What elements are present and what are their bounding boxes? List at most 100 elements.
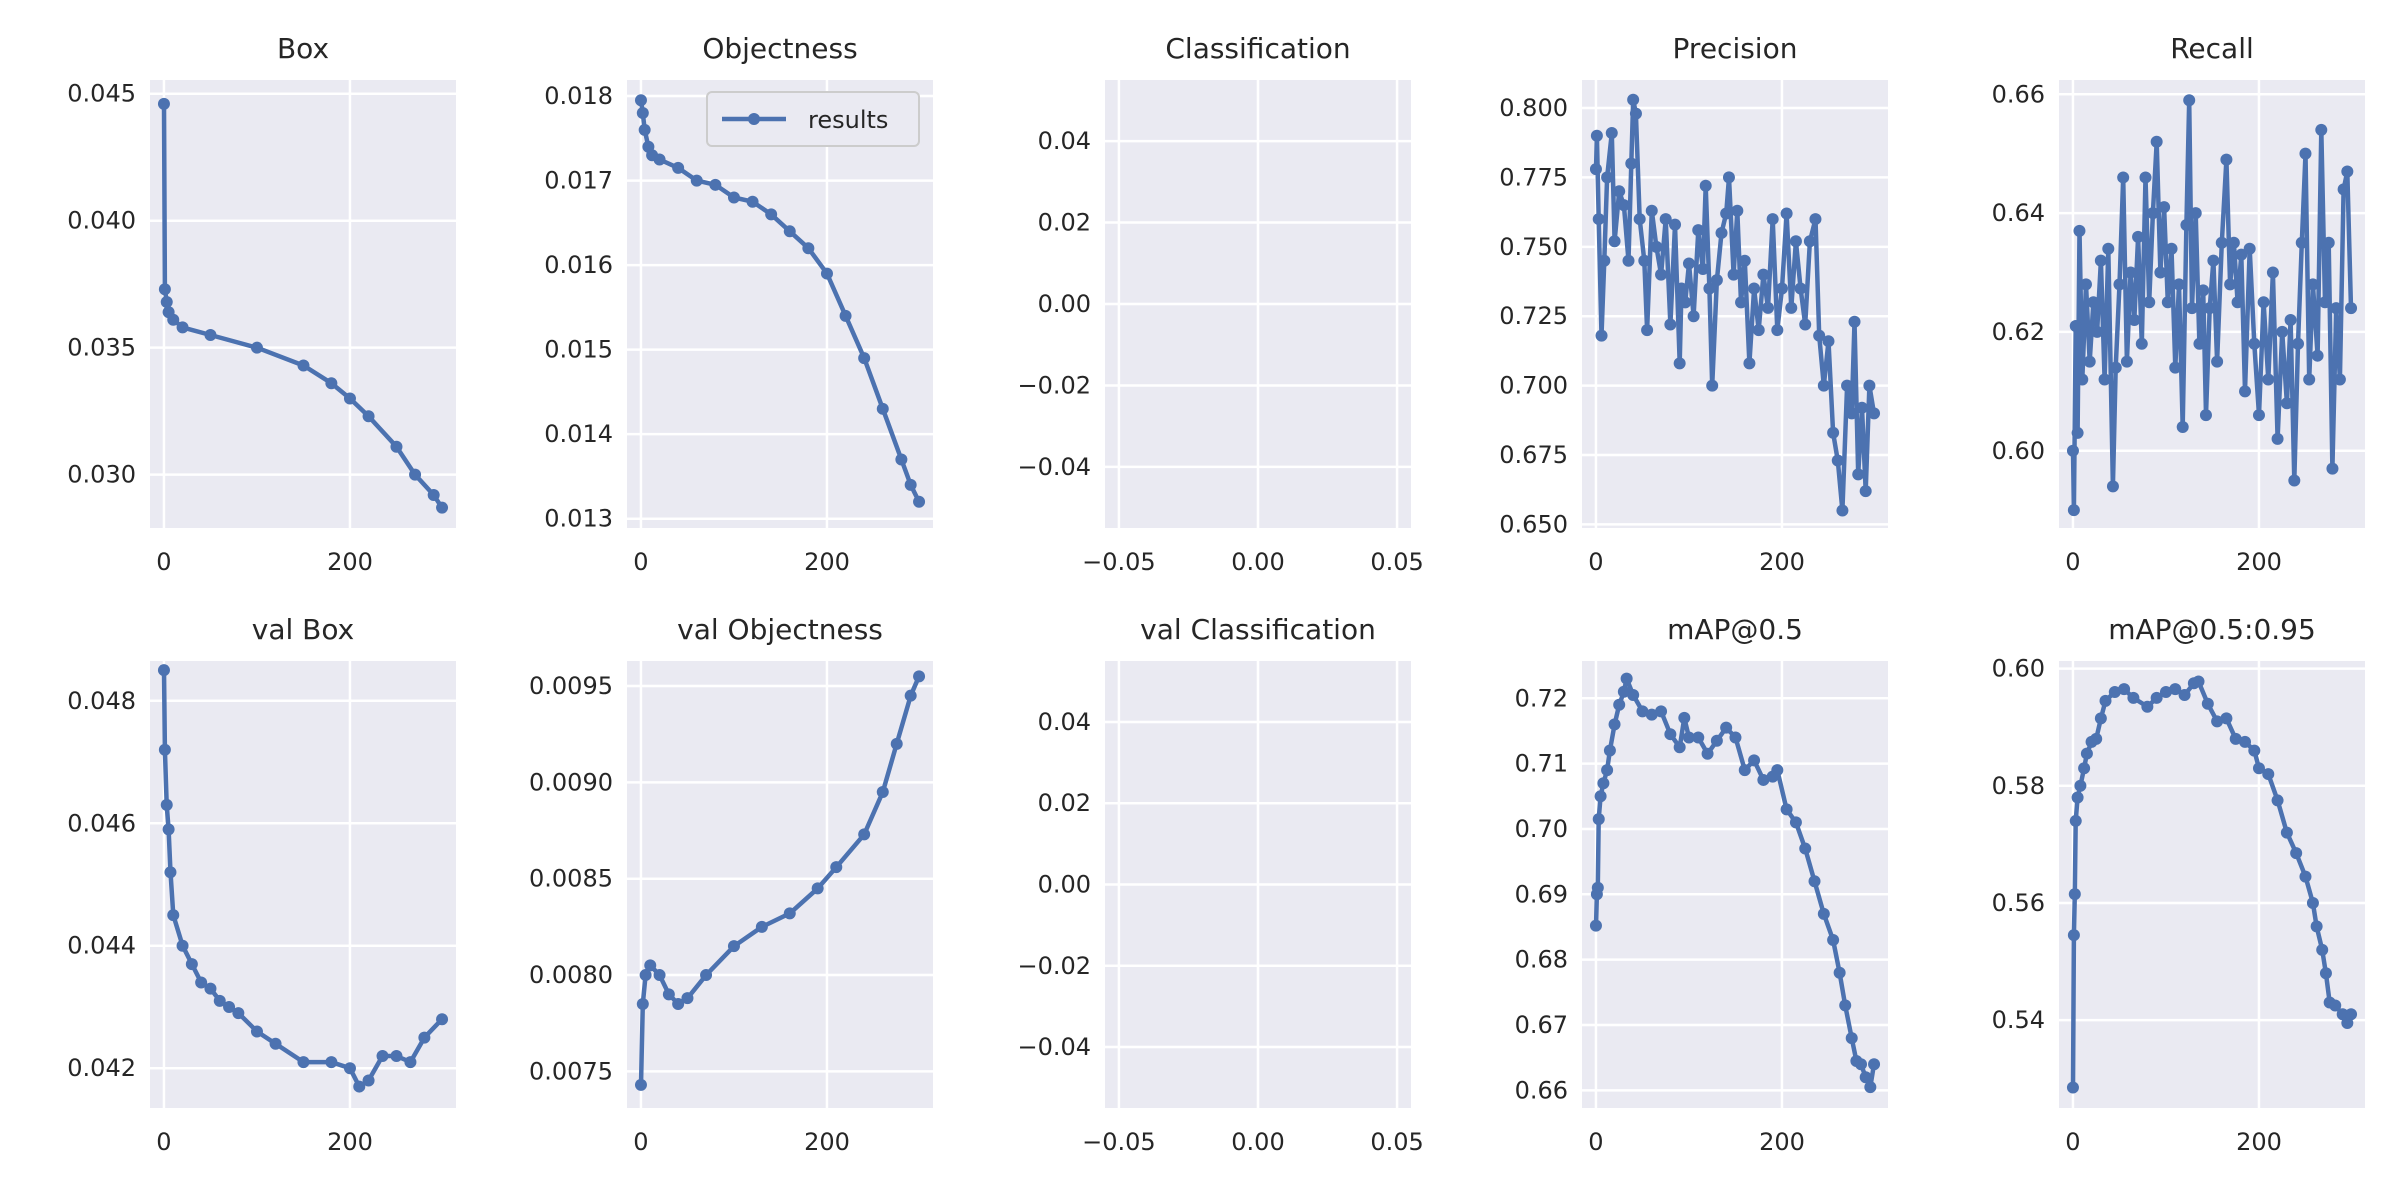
y-tick-label: −0.02 — [1017, 371, 1091, 399]
data-point — [1669, 218, 1682, 231]
data-point — [1831, 454, 1844, 467]
data-point — [1678, 711, 1691, 724]
data-point — [811, 882, 824, 895]
data-point — [2311, 349, 2324, 362]
data-point — [2315, 123, 2328, 136]
data-point — [2215, 236, 2228, 249]
data-point — [1852, 468, 1865, 481]
y-tick-label: 0.035 — [67, 334, 136, 362]
data-point — [1822, 335, 1835, 348]
data-point — [1613, 698, 1626, 711]
y-tick-label: 0.0080 — [529, 961, 613, 989]
data-point — [1633, 213, 1646, 226]
data-point — [160, 798, 173, 811]
data-point — [2266, 266, 2279, 279]
data-point — [2239, 385, 2252, 398]
data-point — [2211, 715, 2224, 728]
y-tick-label: 0.60 — [1992, 655, 2045, 683]
data-point — [2231, 296, 2244, 309]
x-tick-label: 0.00 — [1231, 1128, 1284, 1156]
data-point — [1735, 296, 1748, 309]
data-point — [1627, 688, 1640, 701]
panel-val-objectness: 0 200 0.0075 0.0080 0.0085 0.0090 0.0095 val Ob… — [529, 613, 933, 1156]
x-tick-label: −0.05 — [1082, 1128, 1156, 1156]
data-point — [157, 97, 170, 110]
data-point — [427, 488, 440, 501]
data-point — [700, 969, 713, 982]
data-point — [876, 786, 889, 799]
data-point — [2211, 355, 2224, 368]
data-point — [2326, 462, 2339, 475]
data-point — [2303, 373, 2316, 386]
data-point — [167, 313, 180, 326]
data-point — [1636, 705, 1649, 718]
data-point — [2299, 147, 2312, 160]
data-point — [2183, 94, 2196, 107]
data-point — [2118, 683, 2131, 696]
y-tick-label: 0.0095 — [529, 672, 613, 700]
y-tick-label: −0.04 — [1017, 453, 1091, 481]
data-point — [1863, 379, 1876, 392]
plot-area — [150, 661, 456, 1108]
data-point — [185, 958, 198, 971]
x-tick-label: 0.05 — [1370, 548, 1423, 576]
data-point — [662, 988, 675, 1001]
x-tick-label: 0 — [1588, 548, 1603, 576]
data-point — [653, 969, 666, 982]
x-tick-label: 200 — [1759, 1128, 1805, 1156]
data-point — [2271, 794, 2284, 807]
y-tick-label: 0.00 — [1038, 871, 1091, 899]
x-tick-label: 0.00 — [1231, 548, 1284, 576]
data-point — [195, 976, 208, 989]
data-point — [1848, 315, 1861, 328]
y-tick-label: 0.015 — [544, 336, 613, 364]
data-point — [653, 153, 666, 166]
data-point — [644, 959, 657, 972]
data-point — [830, 861, 843, 874]
data-point — [2076, 373, 2089, 386]
data-point — [2180, 218, 2193, 231]
data-point — [1625, 157, 1638, 170]
data-point — [164, 866, 177, 879]
data-point — [2074, 779, 2087, 792]
data-point — [1771, 324, 1784, 337]
data-point — [409, 468, 422, 481]
y-tick-label: 0.66 — [1992, 80, 2045, 108]
y-tick-label: 0.71 — [1515, 750, 1568, 778]
data-point — [1603, 744, 1616, 757]
data-point — [1589, 163, 1602, 176]
data-point — [1748, 754, 1761, 767]
data-point — [2262, 373, 2275, 386]
data-point — [1622, 254, 1635, 267]
data-point — [1592, 813, 1605, 826]
data-point — [1696, 263, 1709, 276]
data-point — [2276, 325, 2289, 338]
data-point — [1757, 268, 1770, 281]
data-point — [2227, 236, 2240, 249]
panel-precision: 0 200 0.650 0.675 0.700 0.725 0.750 0.775 0.800 P… — [1499, 32, 1888, 576]
y-tick-label: 0.0090 — [529, 768, 613, 796]
data-point — [746, 195, 759, 208]
data-point — [783, 225, 796, 238]
legend-label: results — [808, 106, 888, 134]
panel-box: 0 200 0.030 0.035 0.040 0.045 Box — [67, 32, 456, 576]
data-point — [1868, 1058, 1881, 1071]
data-point — [2262, 768, 2275, 781]
y-tick-label: 0.00 — [1038, 290, 1091, 318]
data-point — [176, 939, 189, 952]
data-point — [390, 1049, 403, 1062]
data-point — [2141, 700, 2154, 713]
panel-title: Precision — [1673, 32, 1798, 65]
x-tick-label: 0 — [156, 1128, 171, 1156]
data-point — [2186, 302, 2199, 315]
data-point — [404, 1056, 417, 1069]
data-point — [2083, 355, 2096, 368]
data-point — [2299, 870, 2312, 883]
data-point — [1757, 773, 1770, 786]
data-point — [325, 1056, 338, 1069]
data-point — [1650, 240, 1663, 253]
panel-map-0-5: 0 200 0.66 0.67 0.68 0.69 0.70 0.71 0.72 mAP@0.5 — [1515, 613, 1888, 1156]
data-point — [802, 242, 815, 255]
data-point — [1743, 357, 1756, 370]
plot-area — [627, 80, 933, 528]
